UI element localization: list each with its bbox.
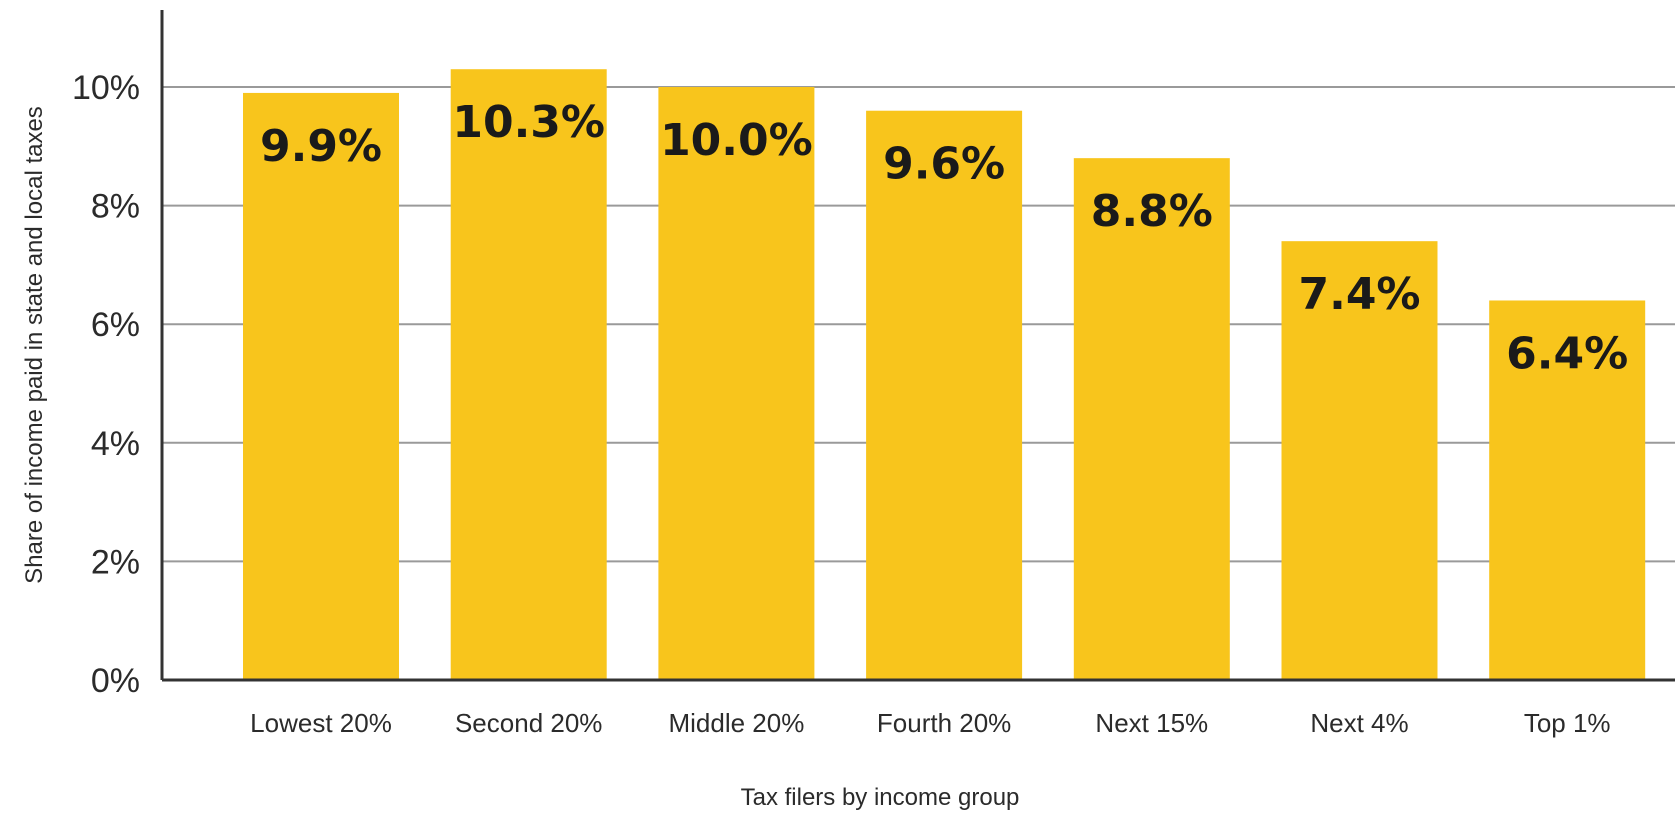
x-tick-label: Second 20%	[455, 708, 602, 738]
x-tick-labels: Lowest 20% Second 20% Middle 20% Fourth 20%…	[250, 708, 1610, 738]
bar	[450, 69, 607, 680]
bar	[1281, 241, 1438, 680]
bar-value-label: 9.9%	[260, 121, 382, 172]
bars	[243, 69, 1646, 681]
y-tick-label: 4%	[91, 425, 140, 463]
y-axis-title: Share of income paid in state and local …	[21, 106, 48, 584]
bar-value-label: 10.3%	[452, 97, 605, 148]
bar	[658, 87, 815, 680]
bar	[1489, 300, 1646, 680]
y-tick-label: 0%	[91, 662, 140, 700]
bar	[243, 92, 399, 681]
y-tick-label: 6%	[91, 306, 140, 344]
bar	[1073, 158, 1230, 680]
bar-value-label: 9.6%	[883, 139, 1005, 190]
x-tick-label: Fourth 20%	[877, 708, 1011, 738]
x-tick-label: Next 15%	[1095, 708, 1208, 738]
bar-value-label: 8.8%	[1091, 186, 1213, 237]
x-axis-title: Tax filers by income group	[741, 784, 1020, 811]
y-tick-labels: 0% 2% 4% 6% 8% 10%	[72, 69, 140, 700]
y-tick-label: 2%	[91, 543, 140, 581]
x-tick-label: Lowest 20%	[250, 708, 392, 738]
bar-value-label: 6.4%	[1506, 328, 1628, 379]
bar-value-label: 10.0%	[660, 115, 813, 166]
y-tick-label: 10%	[72, 69, 140, 107]
bar-value-labels: 9.9% 10.3% 10.0% 9.6% 8.8% 7.4% 6.4%	[260, 97, 1628, 379]
bar-value-label: 7.4%	[1298, 269, 1420, 320]
y-tick-label: 8%	[91, 188, 140, 226]
bar	[866, 110, 1023, 681]
x-tick-label: Top 1%	[1524, 708, 1611, 738]
x-tick-label: Middle 20%	[668, 708, 804, 738]
x-tick-label: Next 4%	[1310, 708, 1408, 738]
